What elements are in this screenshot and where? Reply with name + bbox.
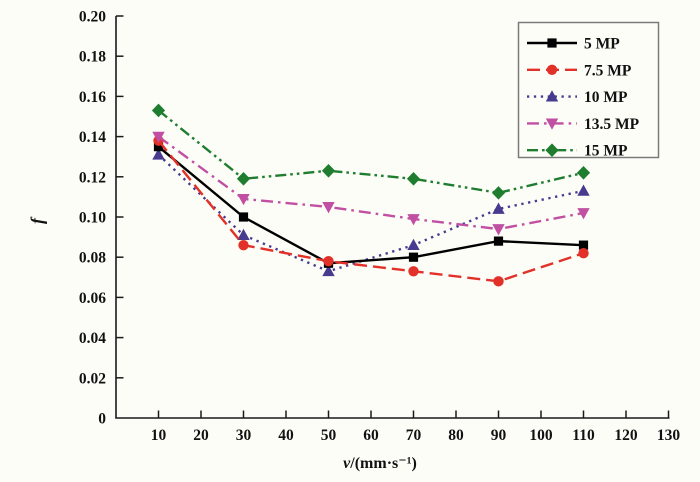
- legend-marker-13-5-mp: [545, 118, 559, 130]
- marker-7-5-mp: [238, 239, 249, 251]
- legend-marker-7-5-mp: [546, 64, 558, 76]
- marker-15-mp: [236, 172, 251, 186]
- marker-10-mp: [322, 264, 335, 277]
- marker-13-5-mp: [492, 224, 505, 236]
- legend-label-10-mp: 10 MP: [584, 89, 628, 106]
- axis-lines: [115, 16, 670, 419]
- y-tick-label: 0.04: [79, 330, 106, 347]
- marker-15-mp: [321, 163, 336, 178]
- marker-7-5-mp: [493, 276, 504, 287]
- y-axis-title: f: [27, 218, 47, 224]
- x-tick-label: 60: [363, 427, 379, 444]
- series-line-10-mp: [157, 153, 584, 273]
- legend-label-5-mp: 5 MP: [584, 36, 620, 53]
- x-tick-label: 130: [657, 427, 681, 444]
- marker-7-5-mp: [408, 266, 419, 277]
- x-tick-label: 50: [321, 427, 337, 444]
- marker-13-5-mp: [577, 208, 590, 220]
- axes: [115, 16, 670, 419]
- x-tick-label: 70: [406, 427, 422, 444]
- x-tick-label: 120: [614, 427, 638, 444]
- marker-15-mp: [151, 103, 166, 118]
- y-tick-label: 0.14: [79, 129, 106, 146]
- series-13-5-mp: [152, 131, 590, 236]
- legend-label-13-5-mp: 13.5 MP: [584, 116, 640, 133]
- x-tick-label: 20: [193, 427, 209, 444]
- x-tick-label: 110: [572, 427, 595, 444]
- y-tick-label: 0.08: [79, 250, 106, 267]
- legend-item-10-mp: 10 MP: [527, 89, 628, 106]
- marker-10-mp: [407, 238, 420, 251]
- legend-label-7-5-mp: 7.5 MP: [584, 62, 632, 79]
- x-axis-title-variable: v: [343, 455, 351, 472]
- marker-15-mp: [491, 186, 506, 200]
- legend: 5 MP 7.5 MP 10 MP 13.5 MP 15 MP: [517, 21, 660, 160]
- y-tick-label: 0.12: [79, 169, 106, 186]
- series-line-15-mp: [157, 109, 584, 195]
- marker-10-mp: [152, 148, 165, 160]
- series-line-5-mp: [157, 145, 584, 265]
- marker-13-5-mp: [237, 194, 250, 206]
- legend-label-15-mp: 15 MP: [584, 143, 628, 160]
- x-tick-label: 30: [236, 427, 252, 444]
- legend-marker-10-mp: [545, 90, 559, 102]
- x-tick-label: 10: [151, 427, 167, 444]
- y-axis: 0 0.02 0.04 0.06 0.08 0.10 0.12 0.14 0.16 0.18 0.2…: [79, 9, 124, 428]
- marker-5-mp: [578, 240, 589, 250]
- y-tick-label: 0: [98, 411, 106, 428]
- y-tick-label: 0.16: [79, 89, 106, 106]
- marker-10-mp: [237, 228, 250, 240]
- legend-box: [517, 21, 660, 159]
- marker-15-mp: [576, 165, 591, 180]
- marker-5-mp: [493, 236, 504, 246]
- series-7-5-mp: [153, 135, 589, 287]
- series-line-7-5-mp: [157, 139, 584, 283]
- legend-item-5-mp: 5 MP: [527, 36, 620, 53]
- y-tick-label: 0.20: [79, 9, 106, 26]
- series-line-13-5-mp: [157, 135, 584, 231]
- x-axis: 10 20 30 40 50 60 70 80 90 100 110 120 130: [151, 410, 681, 444]
- marker-10-mp: [492, 202, 505, 214]
- x-tick-label: 90: [491, 427, 507, 444]
- x-tick-label: 100: [529, 427, 553, 444]
- legend-item-13-5-mp: 13.5 MP: [527, 116, 640, 133]
- x-axis-title: v/(mm·s⁻¹): [300, 453, 460, 473]
- marker-7-5-mp: [323, 256, 334, 267]
- marker-7-5-mp: [578, 247, 589, 259]
- marker-15-mp: [406, 172, 421, 186]
- x-tick-label: 80: [448, 427, 464, 444]
- x-tick-label: 40: [278, 427, 294, 444]
- y-tick-label: 0.02: [79, 370, 106, 387]
- legend-item-15-mp: 15 MP: [527, 143, 628, 160]
- y-tick-label: 0.06: [79, 290, 106, 307]
- y-tick-label: 0.10: [79, 210, 106, 227]
- marker-13-5-mp: [322, 202, 335, 214]
- series-15-mp: [151, 103, 591, 200]
- series-10-mp: [152, 148, 590, 277]
- legend-marker-5-mp: [547, 38, 557, 48]
- marker-13-5-mp: [152, 131, 165, 143]
- legend-item-7-5-mp: 7.5 MP: [527, 62, 632, 79]
- legend-marker-15-mp: [545, 143, 559, 157]
- marker-5-mp: [408, 252, 419, 262]
- y-tick-label: 0.18: [79, 49, 106, 66]
- marker-10-mp: [577, 184, 590, 196]
- marker-5-mp: [238, 212, 249, 222]
- marker-5-mp: [153, 142, 164, 152]
- marker-13-5-mp: [407, 214, 420, 226]
- x-axis-title-units: /(mm·s⁻¹): [350, 455, 417, 472]
